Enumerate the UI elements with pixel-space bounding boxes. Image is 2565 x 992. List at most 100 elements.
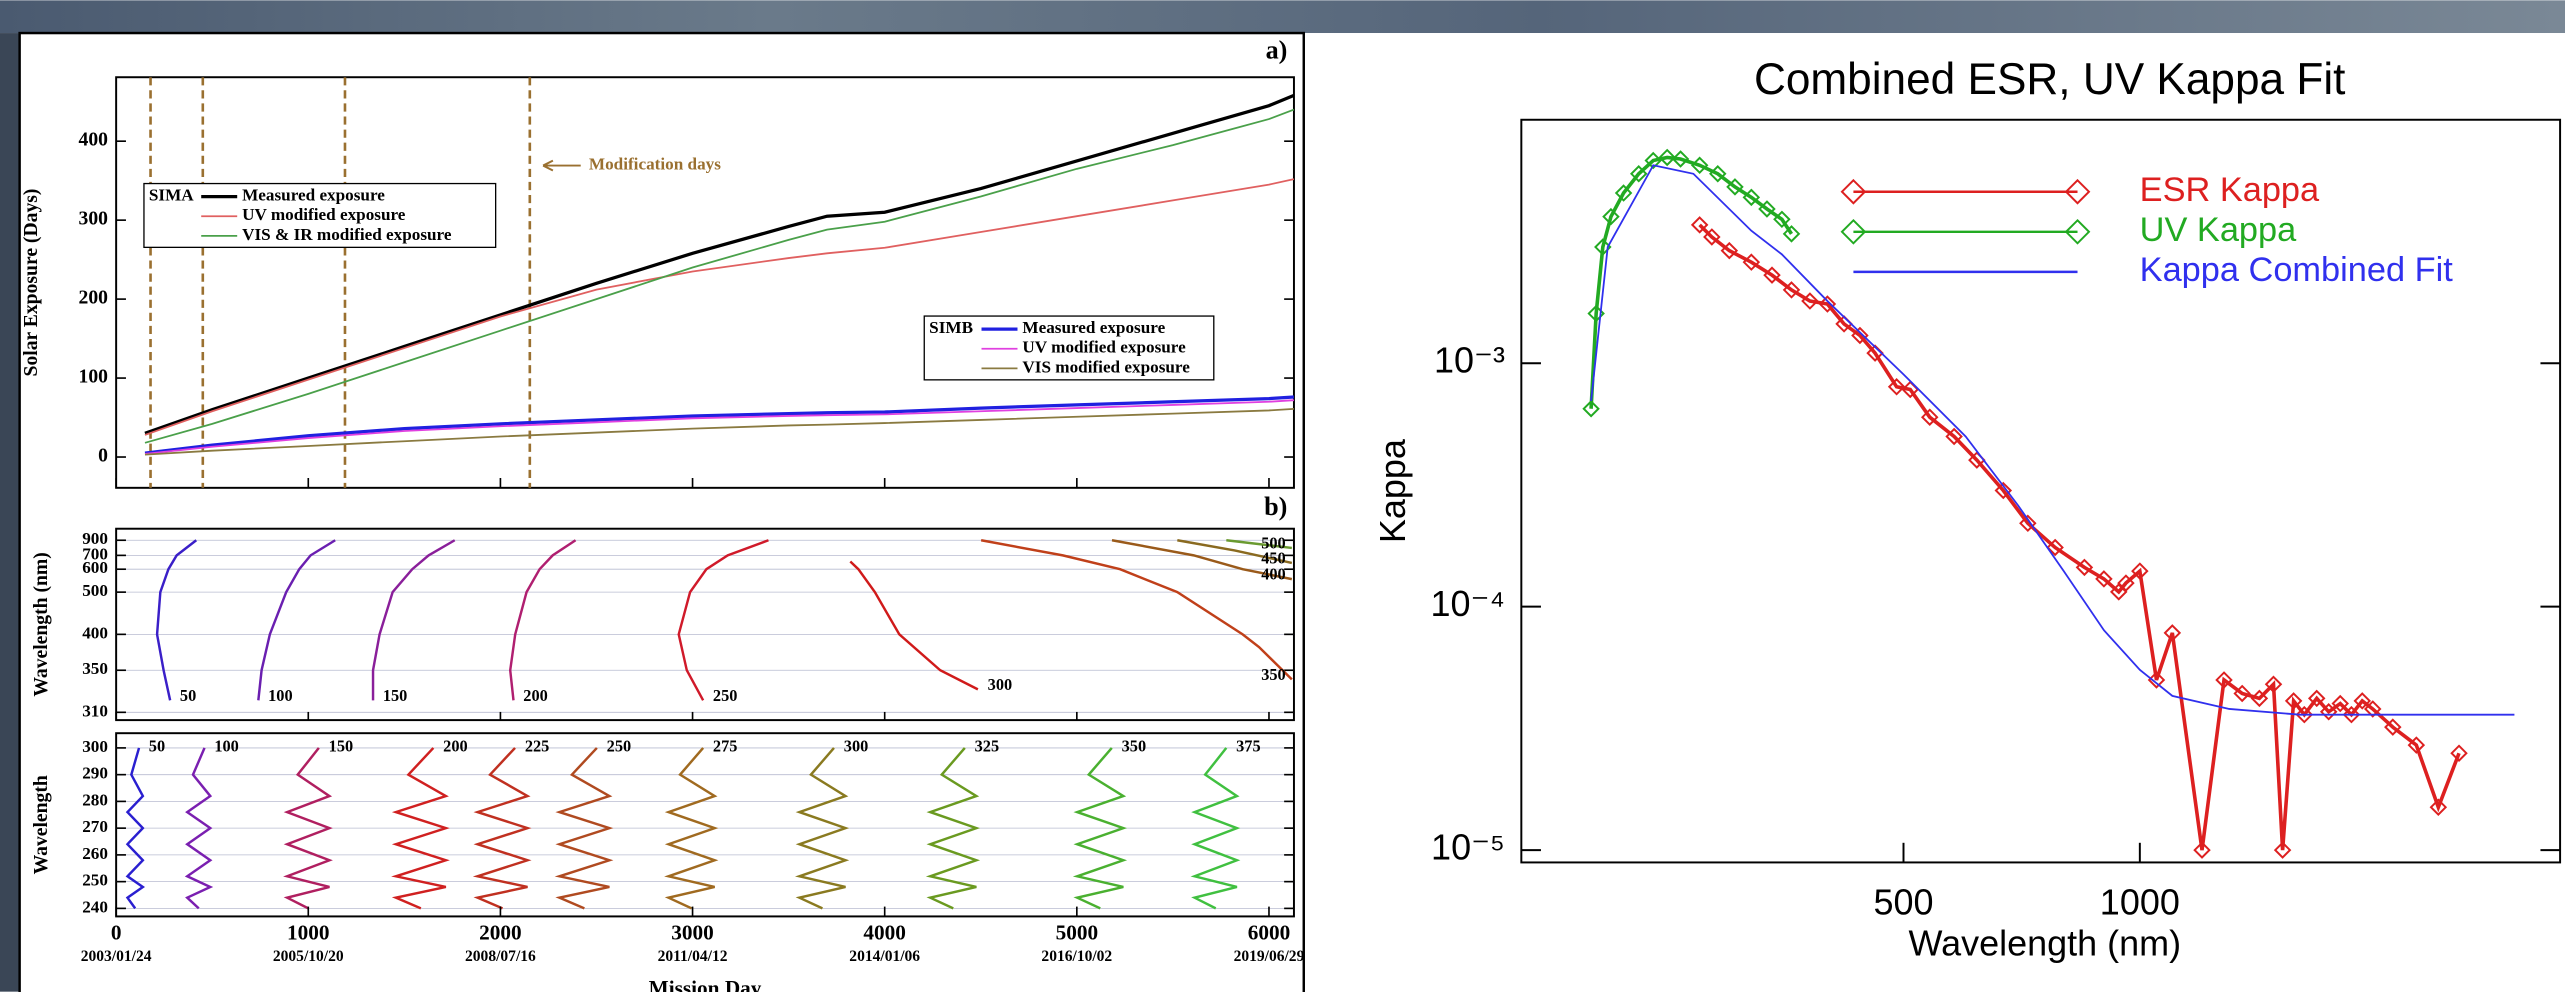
marker xyxy=(2075,558,2094,577)
marker xyxy=(2295,705,2314,724)
y-tick-label: 280 xyxy=(82,790,108,809)
contour-label: 50 xyxy=(180,686,196,705)
contour-line xyxy=(925,747,981,910)
legend-label: UV Kappa xyxy=(2140,211,2297,249)
x-tick-date: 2019/06/29 xyxy=(1234,948,1305,965)
marker xyxy=(2193,841,2211,859)
marker xyxy=(2233,684,2251,703)
marker xyxy=(2147,671,2166,689)
contour-line xyxy=(1072,747,1128,910)
y-tick-label: 310 xyxy=(82,701,108,720)
legend-label: VIS & IR modified exposure xyxy=(242,225,452,244)
x-axis-label: Wavelength (nm) xyxy=(1909,922,2182,963)
x-tick-date: 2005/10/20 xyxy=(273,948,344,965)
x-tick-label: 500 xyxy=(1873,881,1933,922)
y-tick-label: 10⁻³ xyxy=(1434,340,1505,381)
legend-label: UV modified exposure xyxy=(1022,338,1186,357)
contour-label: 300 xyxy=(844,737,869,756)
marker xyxy=(1945,427,1963,446)
legend-label: Measured exposure xyxy=(1022,318,1165,337)
series-line xyxy=(144,178,1294,436)
contour-label: 375 xyxy=(1236,737,1261,756)
panel-label: b) xyxy=(1264,492,1287,521)
marker xyxy=(2407,736,2426,754)
y-tick-label: 270 xyxy=(82,817,108,836)
chart-title: Combined ESR, UV Kappa Fit xyxy=(1754,55,2345,104)
legend-title: SIMB xyxy=(929,318,973,337)
contour-line xyxy=(125,747,146,910)
contour-label: 275 xyxy=(713,737,738,756)
contour-label: 200 xyxy=(523,686,548,705)
marker xyxy=(1782,225,1801,243)
marker xyxy=(2019,514,2037,533)
series-line xyxy=(144,395,1294,455)
contour-line xyxy=(677,539,769,701)
x-tick-date: 2003/01/24 xyxy=(81,948,152,965)
plot-frame xyxy=(115,732,1295,918)
y-tick-label: 300 xyxy=(79,209,109,230)
y-tick-label: 900 xyxy=(82,529,108,548)
marker xyxy=(2215,671,2233,689)
series-line xyxy=(144,93,1294,435)
contour-label: 300 xyxy=(988,675,1013,694)
y-axis-label: Wavelength xyxy=(31,775,52,874)
marker xyxy=(2284,692,2303,710)
y-tick-label: 400 xyxy=(82,623,108,642)
marker xyxy=(2095,570,2113,588)
contour-line xyxy=(508,539,577,701)
contour-line xyxy=(980,539,1293,681)
marker xyxy=(1742,188,1761,207)
x-tick-label: 5000 xyxy=(1056,920,1099,944)
marker xyxy=(1690,216,1709,234)
marker xyxy=(1709,165,1727,183)
marker xyxy=(1602,207,1620,226)
contour-label: 225 xyxy=(525,737,550,756)
plot-area xyxy=(155,539,1293,701)
marker xyxy=(1726,178,1744,196)
x-tick-date: 2016/10/02 xyxy=(1041,948,1112,965)
legend-marker xyxy=(2064,218,2091,245)
background-photo xyxy=(0,0,2565,34)
legend-label: Kappa Combined Fit xyxy=(2140,251,2454,289)
legend-box xyxy=(923,315,1215,381)
marker xyxy=(2163,624,2182,642)
marker xyxy=(1720,241,1739,260)
y-tick-label: 250 xyxy=(82,871,108,890)
y-tick-label: 350 xyxy=(82,659,108,678)
marker xyxy=(1782,281,1801,299)
contour-line xyxy=(184,747,214,910)
y-tick-label: 700 xyxy=(82,544,108,563)
contour-line xyxy=(1190,747,1241,910)
contour-line xyxy=(257,539,336,701)
contour-line xyxy=(554,747,614,910)
marker xyxy=(1801,292,1819,310)
plot-frame xyxy=(1520,118,2562,864)
series-line xyxy=(1590,164,2515,716)
left-figure xyxy=(18,31,1305,992)
contour-line xyxy=(1226,539,1292,550)
legend-title: SIMA xyxy=(149,186,194,205)
legend-label: ESR Kappa xyxy=(2140,171,2320,209)
marker xyxy=(1818,295,1837,313)
contour-label: 325 xyxy=(975,737,1000,756)
contour-label: 250 xyxy=(713,686,738,705)
marker xyxy=(1671,150,1690,168)
y-axis-label: Wavelength (nm) xyxy=(31,552,52,696)
marker xyxy=(1644,151,1662,170)
contour-label: 100 xyxy=(268,686,293,705)
marker xyxy=(1763,266,1781,284)
plot-frame xyxy=(115,76,1295,489)
contour-line xyxy=(794,747,850,910)
contour-label: 150 xyxy=(383,686,408,705)
marker xyxy=(1703,228,1721,246)
contour-line xyxy=(1177,539,1293,565)
contour-line xyxy=(371,539,456,701)
y-tick-label: 10⁻⁴ xyxy=(1431,583,1505,624)
x-tick-label: 2000 xyxy=(479,920,521,944)
contour-line xyxy=(472,747,532,910)
marker xyxy=(2331,694,2350,713)
x-tick-label: 4000 xyxy=(863,920,906,944)
marker xyxy=(1690,156,1709,175)
